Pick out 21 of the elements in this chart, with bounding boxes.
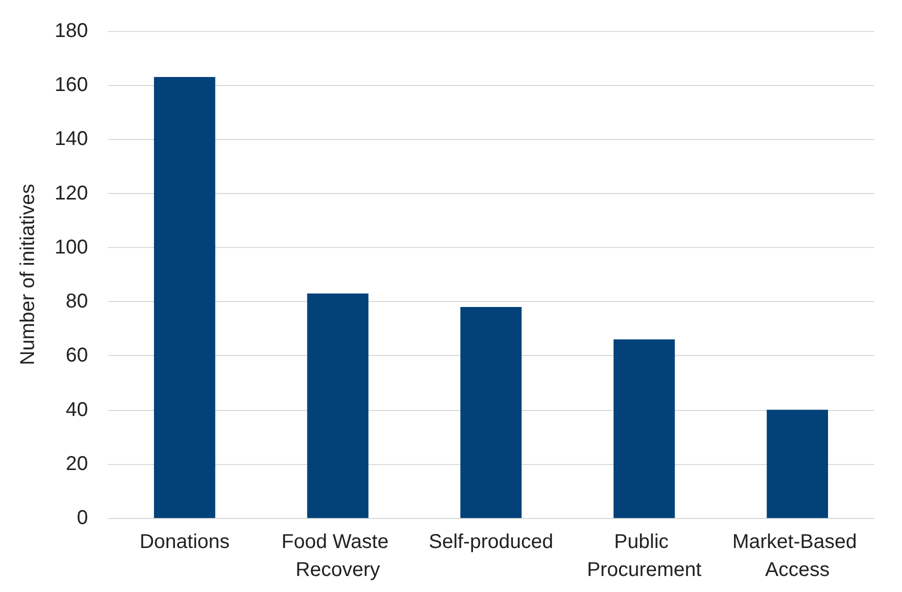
- y-tick-label: 60: [66, 344, 88, 367]
- y-axis-title: Number of initiatives: [17, 184, 39, 366]
- bar: [614, 339, 675, 518]
- y-tick-label: 20: [66, 452, 88, 475]
- x-tick-label: Market-Based Access: [732, 531, 862, 581]
- y-tick-label: 80: [66, 290, 88, 313]
- x-tick-label: Donations: [140, 531, 230, 553]
- x-tick-label: Food Waste Recovery: [281, 531, 394, 581]
- y-tick-label: 160: [54, 74, 88, 96]
- bar: [766, 410, 828, 518]
- y-tick-label: 120: [54, 182, 88, 204]
- y-tick-label: 100: [54, 236, 88, 258]
- x-tick-label: Public Procurement: [586, 531, 702, 581]
- y-tick-label: 140: [54, 128, 88, 150]
- bar: [307, 293, 368, 518]
- y-tick-label: 40: [66, 398, 88, 421]
- y-tick-label: 0: [76, 507, 88, 529]
- bar: [460, 306, 522, 518]
- x-tick-label: Self-produced: [428, 531, 554, 553]
- y-tick-label: 180: [54, 20, 88, 42]
- bar: [154, 76, 216, 518]
